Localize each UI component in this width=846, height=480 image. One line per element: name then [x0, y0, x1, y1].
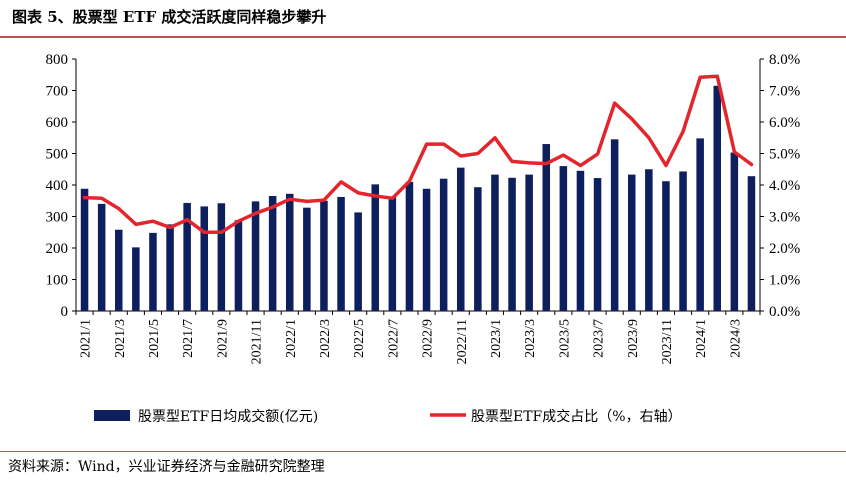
bar	[234, 220, 243, 311]
x-tick-label: 2024/1	[694, 319, 709, 358]
legend: 股票型ETF日均成交额(亿元) 股票型ETF成交占比（%，右轴）	[94, 408, 682, 425]
y-right-tick-label: 7.0%	[769, 84, 800, 100]
x-tick-label: 2022/3	[318, 319, 333, 358]
bar	[303, 207, 311, 311]
y-right-tick-label: 6.0%	[769, 115, 800, 131]
bar	[542, 144, 551, 311]
bar	[747, 176, 756, 311]
title-underline	[0, 36, 846, 38]
bar	[679, 171, 687, 311]
bar	[217, 203, 226, 311]
bar	[80, 188, 89, 311]
x-tick-label: 2021/9	[215, 319, 230, 358]
bar	[183, 202, 191, 311]
bar	[610, 139, 619, 311]
line-series-path	[82, 74, 754, 235]
bar	[285, 193, 294, 311]
bar	[132, 247, 140, 311]
x-tick-label: 2021/11	[250, 319, 265, 364]
source-note: 资料来源：Wind，兴业证券经济与金融研究院整理	[8, 459, 325, 475]
y-left-tick-label: 500	[46, 147, 69, 163]
bar	[405, 181, 414, 311]
bar	[456, 167, 465, 311]
bar	[508, 177, 516, 311]
bar	[166, 224, 174, 311]
y-right-tick-label: 8.0%	[769, 52, 800, 68]
y-right-tick-label: 1.0%	[769, 273, 800, 289]
bar	[662, 181, 670, 311]
y-right-tick-label: 4.0%	[769, 178, 800, 194]
bar-series-group	[80, 85, 756, 312]
bar	[576, 170, 585, 311]
x-tick-label: 2023/7	[592, 319, 607, 358]
axes-group	[72, 58, 764, 315]
bar	[200, 206, 209, 311]
y-left-tick-label: 700	[46, 84, 69, 100]
bar	[645, 169, 653, 311]
bar	[525, 174, 533, 311]
x-tick-label: 2022/7	[386, 319, 401, 358]
bar	[354, 212, 362, 311]
y-left-tick-label: 800	[46, 52, 69, 68]
y-right-tick-label: 0.0%	[769, 304, 800, 320]
x-tick-label: 2021/1	[79, 319, 94, 358]
x-tick-label: 2023/11	[660, 319, 675, 364]
chart-canvas: 0 100 200 300 400 500 600 700 800 0.0% 1.0% 2.0% 3.0…	[46, 52, 801, 425]
x-tick-label: 2023/1	[489, 319, 504, 358]
bar	[371, 184, 380, 311]
x-tick-label: 2023/5	[557, 319, 572, 358]
y-left-tick-label: 300	[46, 210, 69, 226]
bar	[439, 178, 448, 311]
bar	[559, 166, 568, 311]
x-tick-label: 2022/9	[421, 319, 436, 358]
footer-rule	[0, 451, 846, 452]
x-tick-label: 2021/7	[181, 319, 196, 358]
x-tick-label: 2022/11	[455, 319, 470, 364]
line-series-group	[82, 74, 754, 235]
y-right-tick-label: 2.0%	[769, 241, 800, 257]
bar	[114, 229, 123, 311]
x-tick-label: 2022/5	[352, 319, 367, 358]
legend-bar-swatch	[94, 410, 130, 421]
x-tick-label: 2021/5	[147, 319, 162, 358]
bar	[713, 85, 722, 312]
chart-title: 图表 5、股票型 ETF 成交活跃度同样稳步攀升	[12, 8, 327, 26]
x-tick-label: 2022/1	[284, 319, 299, 358]
bar	[388, 196, 397, 311]
bar	[422, 188, 431, 311]
bar	[149, 232, 157, 311]
bar	[491, 174, 499, 311]
y-left-tick-label: 0	[61, 304, 69, 320]
bar	[730, 152, 739, 311]
y-left-tick-label: 400	[46, 178, 69, 194]
tick-labels-group: 0 100 200 300 400 500 600 700 800 0.0% 1.0% 2.0% 3.0…	[46, 52, 801, 364]
bar	[337, 196, 345, 311]
bar	[97, 203, 106, 311]
x-tick-label: 2024/3	[728, 319, 743, 358]
bar	[696, 138, 704, 311]
y-left-tick-label: 600	[46, 115, 69, 131]
y-right-tick-label: 3.0%	[769, 210, 800, 226]
legend-line-label: 股票型ETF成交占比（%，右轴）	[471, 408, 682, 425]
bar	[320, 200, 328, 311]
x-tick-label: 2021/3	[113, 319, 128, 358]
x-tick-label: 2023/9	[626, 319, 641, 358]
y-left-tick-label: 200	[46, 241, 69, 257]
bar	[251, 201, 260, 311]
bar	[474, 187, 482, 311]
legend-bar-label: 股票型ETF日均成交额(亿元)	[138, 408, 318, 425]
y-left-tick-label: 100	[46, 273, 69, 289]
y-right-tick-label: 5.0%	[769, 147, 800, 163]
x-tick-label: 2023/3	[523, 319, 538, 358]
bar	[268, 196, 277, 311]
bar	[593, 178, 602, 311]
bar	[627, 174, 636, 311]
